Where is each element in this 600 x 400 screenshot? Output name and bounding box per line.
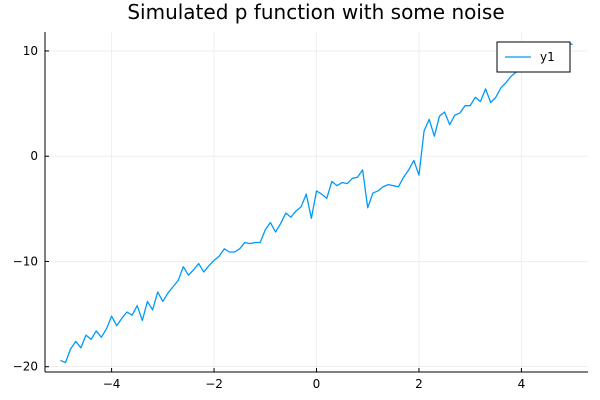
x-axis-ticks: −4 −2 0 2 4 (103, 368, 525, 391)
y-axis-ticks: −20 −10 0 10 (13, 44, 49, 374)
y-tick-label-2: 0 (30, 149, 38, 163)
series-group (60, 41, 573, 364)
x-tick-label-1: −2 (205, 377, 223, 391)
x-tick-label-3: 2 (415, 377, 423, 391)
x-tick-label-2: 0 (313, 377, 321, 391)
series-line-y1 (60, 41, 573, 364)
legend-label-0: y1 (540, 50, 555, 64)
x-tick-label-0: −4 (103, 377, 121, 391)
grid-lines (45, 32, 588, 372)
y-tick-label-1: −10 (13, 254, 38, 268)
legend: y1 (496, 41, 571, 73)
chart-title: Simulated p function with some noise (127, 0, 504, 24)
y-tick-label-3: 10 (23, 44, 38, 58)
x-tick-label-4: 4 (518, 377, 526, 391)
y-tick-label-0: −20 (13, 360, 38, 374)
